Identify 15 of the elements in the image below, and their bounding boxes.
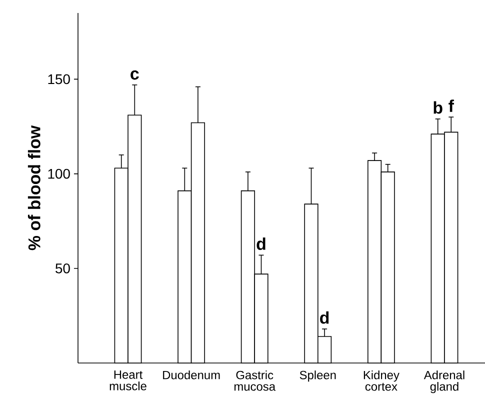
x-tick-label: Adrenal gland xyxy=(424,370,464,394)
x-tick-label: Duodenum xyxy=(163,370,220,380)
annotation: c xyxy=(130,70,139,80)
annotation: f xyxy=(448,100,454,112)
x-tick-label: Gastric mucosa xyxy=(234,370,276,391)
y-axis-title: % of blood flow xyxy=(28,125,40,250)
annotation: d xyxy=(256,238,266,250)
y-tick-label: 100 xyxy=(48,168,70,179)
x-tick-label: Spleen xyxy=(300,370,336,382)
y-tick-label: 150 xyxy=(48,74,70,84)
x-tick-label: Heart muscle xyxy=(110,370,146,390)
annotation: b xyxy=(434,101,442,114)
y-tick-label: 50 xyxy=(56,263,70,274)
annotation: d xyxy=(320,311,329,324)
x-tick-label: Kidney cortex xyxy=(364,370,400,391)
